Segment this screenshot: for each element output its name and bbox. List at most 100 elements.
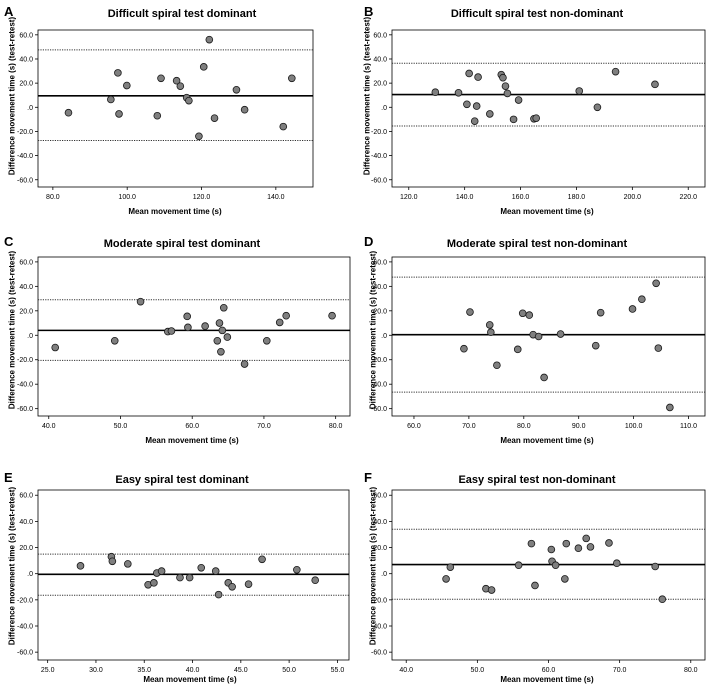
data-point [638,295,646,303]
x-tick-label: 90.0 [572,423,586,430]
data-point [605,539,613,547]
data-point [466,308,474,316]
plot-frame [37,29,314,188]
x-tick-label: 55.0 [331,667,345,674]
plot-frame [391,256,706,417]
data-point [596,308,605,317]
data-point [540,373,548,382]
data-point [223,333,232,341]
data-point [501,82,510,90]
y-tick-label: .0 [381,333,387,340]
data-point [108,557,117,566]
data-point [651,562,660,571]
data-point [651,80,659,89]
data-point [518,309,527,318]
data-point [282,311,290,320]
panel-letter: C [4,234,14,249]
data-point [185,96,193,105]
chart-title: Moderate spiral test non-dominant [447,238,628,250]
data-point [561,575,569,583]
x-tick-label: 110.0 [680,423,697,430]
data-point [215,319,224,327]
y-tick-label: 40.0 [19,519,33,526]
y-tick-label: -40.0 [371,153,387,160]
x-tick-label: 25.0 [41,667,55,674]
x-tick-label: 80.0 [329,423,343,430]
data-point [244,580,253,588]
data-point [485,321,494,329]
y-tick-label: 40.0 [373,519,387,526]
x-tick-label: 45.0 [234,667,248,674]
data-point [183,312,191,321]
x-tick-label: 160.0 [512,194,530,201]
data-point [534,332,543,341]
y-tick-label: -40.0 [371,624,387,631]
data-point [509,115,518,124]
y-tick-label: 20.0 [19,81,33,88]
y-tick-label: 20.0 [373,81,387,88]
y-tick-label: -40.0 [371,382,387,389]
y-tick-label: -20.0 [371,129,387,136]
y-tick-label: -20.0 [371,357,387,364]
y-tick-label: -40.0 [17,624,33,631]
x-tick-label: 60.0 [407,423,421,430]
data-point [556,330,565,338]
data-point [666,403,674,412]
x-tick-label: 100.0 [625,423,643,430]
data-point [551,561,560,569]
x-tick-label: 80.0 [46,194,60,201]
data-point [64,108,73,117]
y-tick-label: 60.0 [373,493,387,500]
data-point [51,343,60,352]
y-tick-label: 40.0 [373,284,387,291]
y-axis-label: Difference movement time (s) (test-retes… [8,251,17,410]
data-point [562,539,571,548]
x-axis-label: Mean movement time (s) [128,207,222,216]
y-tick-label: -40.0 [17,153,33,160]
data-point [514,96,523,104]
data-point [454,89,463,97]
x-tick-label: 140.0 [456,194,474,201]
panel-f: F Easy spiral test non-dominant -60.0 -40.0… [364,470,706,684]
x-tick-label: 140.0 [267,194,285,201]
data-point [219,303,228,312]
chart-title: Easy spiral test non-dominant [458,474,615,486]
x-axis-label: Mean movement time (s) [500,436,594,445]
y-tick-label: -60.0 [17,177,33,184]
x-tick-label: 50.0 [471,667,485,674]
data-point [513,345,522,354]
y-tick-label: .0 [27,571,33,578]
y-tick-label: 60.0 [373,32,387,39]
x-tick-label: 60.0 [185,423,199,430]
x-axis-label: Mean movement time (s) [145,436,239,445]
data-point [527,539,536,548]
x-tick-label: 80.0 [684,667,698,674]
plot-frame [391,489,706,661]
data-point [176,82,185,90]
panel-e: E Easy spiral test dominant -60.0 -40.0 -20.… [4,470,350,684]
data-point [582,534,591,543]
panel-letter: B [364,4,373,19]
data-point [465,69,473,78]
data-point [157,74,165,83]
x-tick-label: 50.0 [282,667,296,674]
panel-letter: F [364,470,372,485]
y-tick-label: -20.0 [371,597,387,604]
data-point [205,35,214,44]
y-tick-label: -60.0 [17,406,33,413]
data-point [288,74,296,83]
y-tick-label: .0 [381,105,387,112]
chart-title: Easy spiral test dominant [115,474,249,486]
data-point [591,341,600,350]
data-point [574,544,583,552]
panel-letter: E [4,470,13,485]
y-tick-label: -60.0 [371,177,387,184]
panel-b: B Difficult spiral test non-dominant -60.0… [363,4,706,216]
data-point [136,297,145,306]
x-tick-label: 120.0 [400,194,418,201]
data-point [176,573,184,582]
data-point [107,95,115,104]
y-tick-label: -40.0 [17,382,33,389]
data-point [110,336,119,345]
